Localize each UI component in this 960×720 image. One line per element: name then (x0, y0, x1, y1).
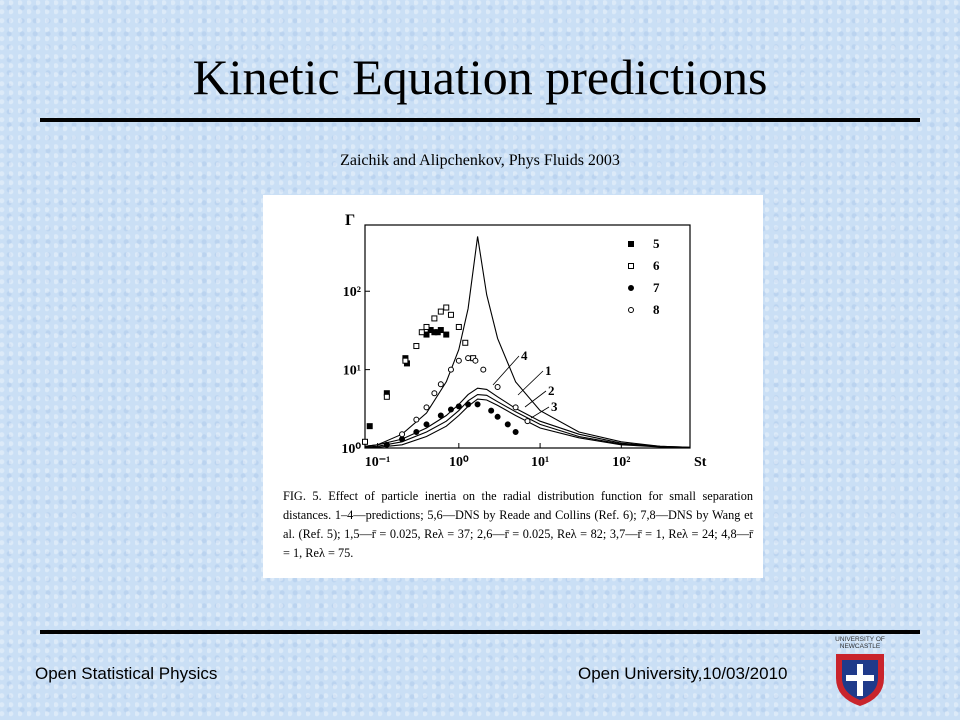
legend-marker (628, 285, 634, 291)
y-tick-label: 10¹ (343, 364, 361, 379)
data-point (362, 438, 368, 445)
data-point (423, 421, 430, 428)
data-point (413, 343, 420, 350)
data-point (431, 390, 438, 397)
logo: UNIVERSITY OF NEWCASTLE (822, 636, 898, 710)
x-tick-label: 10⁻¹ (365, 455, 391, 470)
curve (364, 398, 691, 449)
y-tick-label: 10⁰ (341, 442, 361, 457)
data-point (437, 308, 444, 315)
curve-leader (517, 370, 544, 396)
plot-frame (364, 224, 691, 449)
data-point (504, 421, 511, 428)
curve (364, 236, 691, 448)
curve-label: 2 (548, 383, 555, 398)
legend-marker (628, 307, 634, 313)
data-point (443, 304, 450, 311)
data-point (399, 431, 406, 438)
x-tick-label: 10² (612, 455, 630, 470)
legend-label: 6 (653, 258, 660, 273)
curve-label: 3 (551, 399, 558, 414)
legend-label: 7 (653, 280, 660, 295)
logo-shield (836, 654, 884, 706)
data-point (423, 323, 430, 330)
data-point (437, 412, 444, 419)
data-point (413, 416, 420, 423)
data-point (366, 423, 373, 430)
x-tick-label: 10¹ (531, 455, 549, 470)
curve-leader (524, 390, 547, 408)
curve (364, 394, 691, 449)
figure-caption: FIG. 5. Effect of particle inertia on th… (283, 489, 753, 560)
data-point (383, 393, 390, 400)
legend-label: 8 (653, 302, 660, 317)
data-point (462, 339, 469, 346)
data-point (399, 436, 406, 443)
data-point (512, 429, 519, 436)
data-point (402, 357, 409, 364)
data-point (447, 366, 454, 373)
data-point (455, 357, 462, 364)
figure: 10⁻¹ 10⁰ 10¹ 10² 10⁰ 10¹ 10² St Γ 4 1 2 3 5 6 7 8 FIG. 5… (263, 195, 763, 578)
data-point (418, 329, 425, 336)
data-point (447, 406, 454, 413)
x-tick-label: 10⁰ (449, 455, 469, 470)
title-rule (40, 118, 920, 122)
data-point (465, 355, 472, 362)
data-point (474, 401, 481, 408)
y-axis-label: Γ (345, 212, 355, 229)
data-point (524, 418, 531, 425)
data-point (413, 429, 420, 436)
footer-rule (40, 630, 920, 634)
data-point (488, 407, 495, 414)
data-point (472, 357, 479, 364)
curve-leader (530, 406, 550, 419)
data-point (447, 311, 454, 318)
data-point (480, 366, 487, 373)
data-point (423, 404, 430, 411)
slide-title: Kinetic Equation predictions (192, 49, 768, 105)
curve-leader (492, 355, 520, 386)
data-point (512, 404, 519, 411)
y-tick-label: 10² (343, 285, 361, 300)
data-point (494, 384, 501, 391)
data-point (494, 413, 501, 420)
data-point (437, 381, 444, 388)
logo-text: UNIVERSITY OF (835, 636, 885, 643)
data-point (437, 327, 444, 334)
data-point (455, 323, 462, 330)
data-point (443, 331, 450, 338)
curve-label: 1 (545, 363, 552, 378)
subtitle: Zaichik and Alipchenkov, Phys Fluids 200… (340, 152, 620, 169)
legend-label: 5 (653, 236, 660, 251)
data-point (465, 401, 472, 408)
data-point (431, 315, 438, 322)
data-point (455, 403, 462, 410)
x-axis-label: St (694, 455, 707, 470)
footer-right: Open University,10/03/2010 (578, 664, 788, 683)
legend-marker (628, 241, 634, 247)
logo-text: NEWCASTLE (839, 643, 881, 650)
legend-marker (628, 263, 634, 269)
data-point (383, 441, 390, 448)
curve-label: 4 (521, 348, 528, 363)
footer-left: Open Statistical Physics (35, 664, 218, 683)
